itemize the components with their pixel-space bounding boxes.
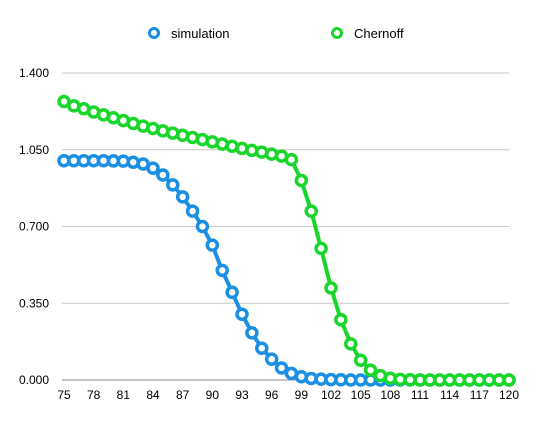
chernoff-point <box>344 337 358 351</box>
simulation-point <box>245 326 259 340</box>
chernoff-line <box>62 99 511 382</box>
simulation-line <box>62 158 511 382</box>
simulation-point <box>225 285 239 300</box>
simulation-point <box>166 178 180 192</box>
chernoff-point <box>284 152 299 167</box>
y-tick-label: 0.350 <box>19 296 49 310</box>
chernoff-point <box>304 204 318 218</box>
simulation-point <box>264 352 279 366</box>
chernoff-point <box>324 281 338 295</box>
legend-marker <box>148 27 160 39</box>
simulation-point <box>156 168 170 182</box>
x-tick-label: 99 <box>295 388 309 402</box>
x-tick-label: 111 <box>411 388 430 402</box>
simulation-point <box>235 307 249 321</box>
chernoff-point <box>314 241 328 256</box>
simulation-point <box>274 361 289 375</box>
simulation-point <box>205 238 220 252</box>
legend-marker <box>331 27 343 39</box>
simulation-point <box>185 204 200 218</box>
y-tick-label: 1.050 <box>19 143 49 157</box>
x-tick-label: 120 <box>499 388 519 402</box>
chernoff-point <box>502 373 516 387</box>
legend-item-chernoff: Chernoff <box>331 26 404 41</box>
y-tick-label: 0.700 <box>19 220 49 234</box>
x-tick-label: 75 <box>57 388 71 402</box>
chernoff-point <box>294 173 309 188</box>
legend-label: simulation <box>171 26 230 41</box>
series-simulation <box>57 153 516 387</box>
x-tick-label: 90 <box>206 388 220 402</box>
x-axis-tick-labels: 75 78 81 84 87 90 93 96 99 102 105 108 111 114 117 120 <box>57 388 519 402</box>
chernoff-point <box>353 353 368 368</box>
y-tick-label: 0.000 <box>19 373 49 387</box>
x-tick-label: 96 <box>265 388 279 402</box>
simulation-point <box>195 219 210 234</box>
x-tick-label: 84 <box>146 388 160 402</box>
x-tick-label: 105 <box>351 388 371 402</box>
series-chernoff <box>57 94 516 387</box>
simulation-point <box>146 161 160 175</box>
chernoff-point <box>334 312 348 327</box>
x-tick-label: 81 <box>117 388 131 402</box>
x-tick-label: 102 <box>321 388 341 402</box>
x-tick-label: 117 <box>470 388 489 402</box>
x-tick-label: 108 <box>380 388 400 402</box>
x-tick-label: 114 <box>440 388 459 402</box>
legend-label: Chernoff <box>354 26 404 41</box>
x-tick-label: 93 <box>235 388 249 402</box>
legend-item-simulation: simulation <box>148 26 230 41</box>
legend: simulation Chernoff <box>148 26 404 41</box>
x-tick-label: 78 <box>87 388 101 402</box>
series-layer <box>57 94 516 387</box>
y-tick-label: 1.400 <box>19 66 49 80</box>
simulation-point <box>255 341 269 355</box>
y-axis-tick-labels: 0.000 0.350 0.700 1.050 1.400 <box>19 66 49 387</box>
simulation-point <box>175 190 190 204</box>
simulation-point <box>215 263 229 278</box>
x-tick-label: 87 <box>176 388 190 402</box>
chernoff-point <box>363 363 378 377</box>
